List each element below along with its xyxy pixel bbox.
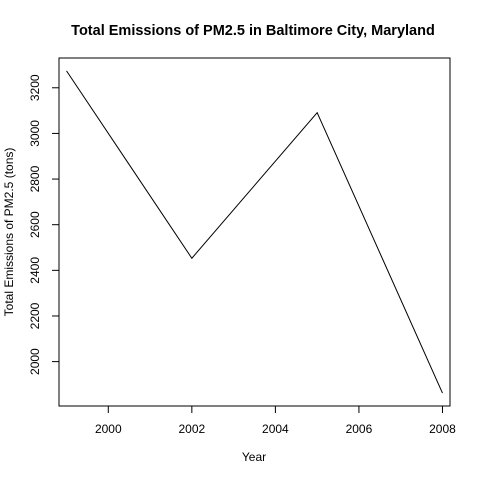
x-tick-label: 2004 (262, 422, 289, 436)
series-layer (66, 70, 443, 394)
x-tick-label: 2002 (178, 422, 205, 436)
y-tick-label: 2000 (28, 348, 42, 375)
x-tick-label: 2000 (95, 422, 122, 436)
x-tick-label: 2008 (429, 422, 456, 436)
x-tick-label: 2006 (346, 422, 373, 436)
y-tick-label: 2200 (28, 302, 42, 329)
y-tick-label: 2600 (28, 211, 42, 238)
chart-title: Total Emissions of PM2.5 in Baltimore Ci… (71, 23, 435, 39)
plot-frame (58, 57, 451, 407)
y-axis: 2000 2200 2400 2600 2800 3000 3200 (28, 74, 60, 375)
y-tick-label: 3000 (28, 120, 42, 147)
y-tick-label: 2800 (28, 165, 42, 192)
series-line (66, 70, 443, 394)
y-tick-label: 3200 (28, 74, 42, 101)
x-axis: 2000 2002 2004 2006 2008 (95, 405, 456, 436)
y-tick-label: 2400 (28, 257, 42, 284)
y-axis-label: Total Emissions of PM2.5 (tons) (2, 148, 16, 317)
x-axis-label: Year (242, 450, 266, 464)
